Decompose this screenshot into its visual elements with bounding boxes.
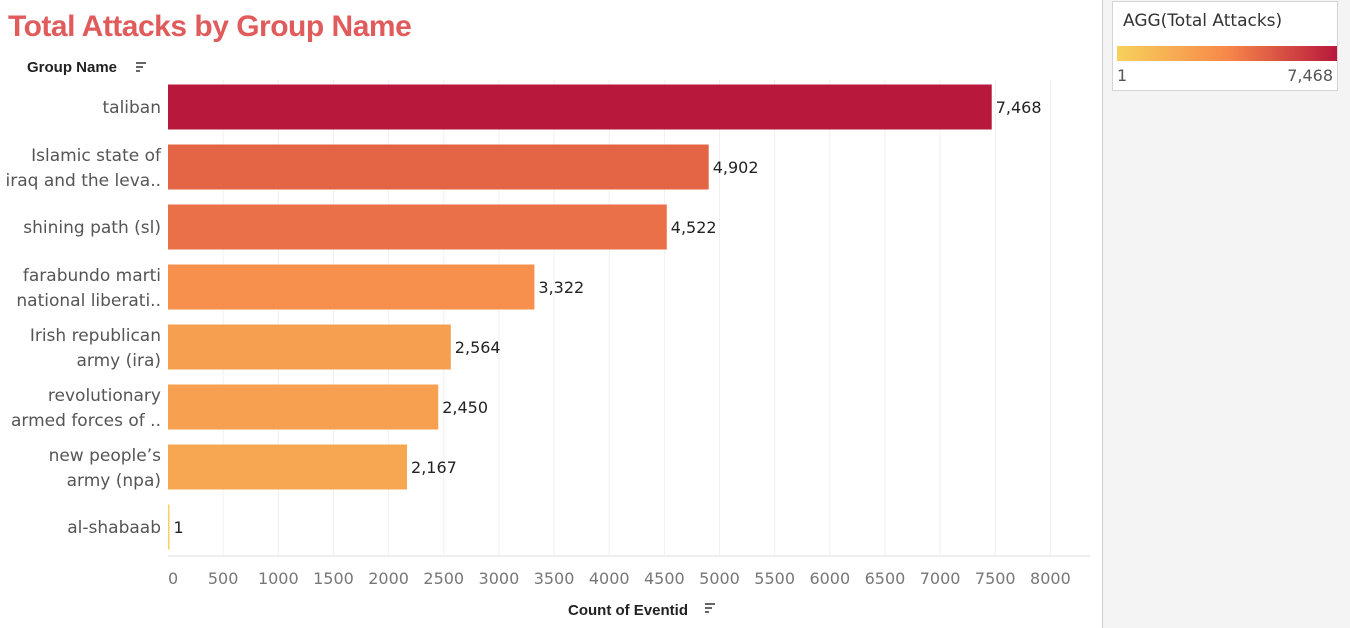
sort-icon — [705, 603, 715, 613]
data-label: 2,167 — [411, 458, 457, 477]
data-label: 1 — [174, 518, 184, 537]
sort-icon — [136, 62, 146, 72]
bar — [168, 84, 992, 130]
legend-max-label: 7,468 — [1287, 66, 1333, 85]
category-label: army (ira) — [76, 351, 161, 371]
x-tick-label: 8000 — [1030, 569, 1071, 588]
data-label: 3,322 — [538, 278, 584, 297]
category-label: taliban — [102, 98, 161, 118]
category-label: Irish republican — [30, 326, 161, 346]
legend-title: AGG(Total Attacks) — [1123, 11, 1283, 31]
category-label: Islamic state of — [31, 146, 162, 166]
side-panel: AGG(Total Attacks) 1 7,468 — [1102, 0, 1350, 628]
x-tick-label: 7000 — [920, 569, 961, 588]
x-tick-label: 500 — [208, 569, 239, 588]
category-label: armed forces of .. — [11, 411, 161, 431]
x-tick-label: 2000 — [368, 569, 409, 588]
x-axis-title: Count of Eventid — [568, 602, 688, 619]
bar — [168, 204, 667, 250]
category-label: iraq and the leva.. — [6, 171, 161, 191]
legend-min-label: 1 — [1117, 66, 1128, 85]
x-tick-label: 4500 — [644, 569, 685, 588]
x-tick-label: 6500 — [865, 569, 906, 588]
x-tick-label: 3500 — [534, 569, 575, 588]
data-label: 4,522 — [671, 218, 717, 237]
x-tick-label: 1000 — [258, 569, 299, 588]
category-label: al-shabaab — [67, 518, 161, 538]
bar — [168, 324, 451, 370]
bar — [168, 264, 535, 310]
row-header: Group Name — [27, 59, 117, 76]
category-label: national liberati.. — [16, 291, 161, 311]
category-label: shining path (sl) — [23, 218, 161, 238]
bar-chart: Group Name 7,468 taliban 4,902 Islamic state… — [6, 59, 1090, 619]
category-label: army (npa) — [67, 471, 161, 491]
x-tick-label: 5500 — [754, 569, 795, 588]
color-legend[interactable]: AGG(Total Attacks) 1 7,468 — [1112, 1, 1338, 91]
x-tick-label: 5000 — [699, 569, 740, 588]
chart-title: Total Attacks by Group Name — [8, 10, 412, 43]
x-tick-label: 6000 — [809, 569, 850, 588]
x-tick-label: 4000 — [589, 569, 630, 588]
x-tick-label: 3000 — [479, 569, 520, 588]
data-label: 2,564 — [455, 338, 501, 357]
category-label: new people’s — [49, 446, 162, 466]
bar — [168, 504, 170, 550]
bar — [168, 384, 439, 430]
x-tick-label: 2500 — [423, 569, 464, 588]
x-tick-label: 1500 — [313, 569, 354, 588]
x-tick-label: 7500 — [975, 569, 1016, 588]
category-label: revolutionary — [48, 386, 161, 406]
data-label: 7,468 — [996, 98, 1042, 117]
bar — [168, 144, 709, 190]
category-label: farabundo marti — [23, 266, 161, 286]
legend-color-ramp — [1117, 46, 1337, 61]
data-label: 4,902 — [713, 158, 759, 177]
data-label: 2,450 — [442, 398, 488, 417]
x-tick-label: 0 — [168, 569, 178, 588]
bar — [168, 444, 408, 490]
